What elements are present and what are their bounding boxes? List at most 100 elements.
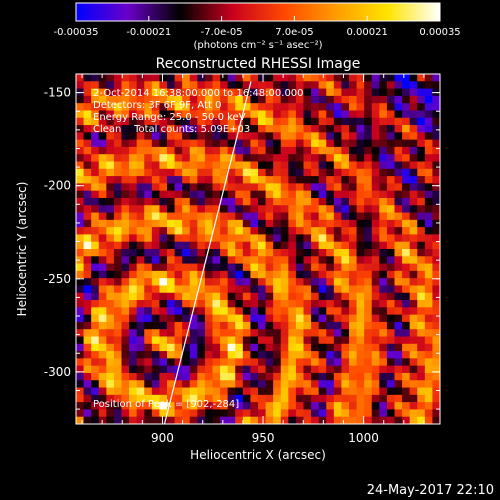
heatmap-cell [349,132,358,141]
heatmap-cell [417,227,426,236]
heatmap-cell [98,234,107,243]
heatmap-cell [311,212,320,221]
heatmap-cell [394,139,403,148]
heatmap-cell [106,227,115,236]
heatmap-cell [220,249,229,257]
heatmap-cell [273,314,282,323]
heatmap-cell [364,241,373,250]
heatmap-cell [258,241,267,250]
heatmap-cell [394,256,403,265]
heatmap-cell [151,74,161,82]
heatmap-cell [333,365,343,374]
heatmap-cell [364,103,373,112]
heatmap-cell [349,183,358,192]
heatmap-cell [424,249,434,257]
heatmap-cell [212,117,221,126]
heatmap-cell [91,314,100,323]
heatmap-cell [409,292,418,301]
heatmap-cell [121,190,130,199]
heatmap-cell [129,190,138,199]
heatmap-cell [311,161,320,170]
heatmap-cell [280,219,289,228]
heatmap-cell [288,110,297,119]
heatmap-cell [204,394,214,403]
heatmap-cell [417,387,426,396]
heatmap-cell [333,154,343,163]
heatmap-cell [341,285,350,294]
heatmap-cell [258,168,267,177]
heatmap-cell [326,176,335,184]
heatmap-cell [295,263,305,272]
heatmap-cell [121,285,130,294]
heatmap-cell [91,358,100,367]
heatmap-cell [204,336,214,345]
heatmap-cell [91,387,100,396]
heatmap-cell [189,227,198,236]
heatmap-cell [432,146,440,155]
heatmap-cell [432,263,440,272]
heatmap-cell [402,387,411,396]
heatmap-cell [144,343,153,352]
heatmap-cell [311,292,320,301]
heatmap-cell [174,88,183,97]
heatmap-cell [113,387,123,396]
heatmap-cell [144,300,153,308]
heatmap-cell [371,241,380,250]
heatmap-cell [311,110,320,119]
heatmap-cell [273,95,282,104]
heatmap-cell [386,154,396,163]
heatmap-cell [182,329,191,338]
heatmap-cell [273,380,282,389]
heatmap-cell [227,103,236,112]
heatmap-cell [250,394,259,403]
heatmap-cell [295,321,305,330]
heatmap-cell [106,219,115,228]
heatmap-cell [394,168,403,177]
heatmap-cell [189,314,198,323]
heatmap-cell [91,197,100,206]
heatmap-cell [159,125,168,133]
heatmap-cell [258,95,267,104]
heatmap-cell [409,139,418,148]
heatmap-cell [76,300,85,308]
heatmap-cell [280,270,289,279]
heatmap-cell [273,351,282,359]
heatmap-cell [227,307,236,316]
heatmap-cell [311,394,320,403]
heatmap-cell [235,190,244,199]
heatmap-cell [364,380,373,389]
heatmap-cell [220,343,229,352]
heatmap-cell [182,409,191,418]
heatmap-cell [167,256,176,265]
heatmap-cell [197,197,206,206]
heatmap-cell [273,329,282,338]
heatmap-cell [106,402,115,411]
heatmap-cell [273,416,282,424]
heatmap-cell [250,314,259,323]
heatmap-cell [189,278,198,287]
heatmap-cell [280,103,289,112]
heatmap-cell [295,95,305,104]
heatmap-cell [235,197,244,206]
heatmap-cell [106,125,115,133]
heatmap-cell [364,110,373,119]
heatmap-cell [167,365,176,374]
heatmap-cell [379,88,388,97]
heatmap-cell [121,227,130,236]
heatmap-cell [174,343,183,352]
heatmap-cell [106,183,115,192]
heatmap-cell [280,81,289,90]
heatmap-cell [258,103,267,112]
heatmap-cell [409,95,418,104]
heatmap-cell [295,139,305,148]
heatmap-cell [386,300,396,308]
heatmap-cell [144,372,153,381]
heatmap-cell [409,256,418,265]
heatmap-cell [204,95,214,104]
heatmap-cell [379,285,388,294]
heatmap-cell [106,197,115,206]
heatmap-cell [409,380,418,389]
heatmap-cell [265,321,274,330]
heatmap-cell [326,270,335,279]
heatmap-cell [98,270,107,279]
